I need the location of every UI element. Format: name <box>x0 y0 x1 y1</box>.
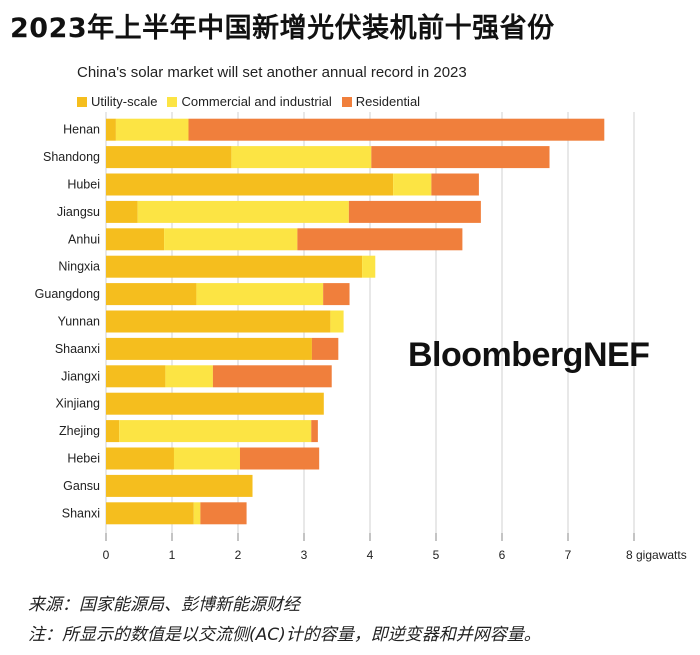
bar-segment <box>231 146 372 169</box>
source-note: 来源：国家能源局、彭博新能源财经 <box>28 595 300 615</box>
bar-segment <box>106 337 312 360</box>
category-label: Hebei <box>67 452 100 466</box>
legend-label-commercial: Commercial and industrial <box>181 94 332 109</box>
bar-segment <box>371 146 550 169</box>
bar-segment <box>311 420 318 443</box>
chart-title: China's solar market will set another an… <box>77 64 467 81</box>
bar-segment <box>106 173 394 196</box>
brand-watermark: BloombergNEF <box>408 336 650 374</box>
legend-label-utility: Utility-scale <box>91 94 158 109</box>
category-label: Xinjiang <box>56 397 101 411</box>
x-tick-label: 2 <box>235 548 242 562</box>
bar-segment <box>106 146 232 169</box>
legend-swatch-commercial <box>167 96 178 107</box>
bar-segment <box>106 118 116 141</box>
bar-segment <box>212 365 332 388</box>
category-label: Guangdong <box>35 287 100 301</box>
legend-swatch-utility <box>77 96 87 107</box>
footnote: 注：所显示的数值是以交流侧(AC)计的容量，即逆变器和并网容量。 <box>28 625 541 645</box>
bar-segment <box>362 255 376 278</box>
x-axis-unit-label: 8 gigawatts <box>626 548 687 562</box>
category-label: Jiangxi <box>61 369 100 383</box>
bar-segment <box>173 447 240 470</box>
bar-segment <box>119 420 312 443</box>
bar-segment <box>239 447 320 470</box>
category-label: Ningxia <box>58 260 100 274</box>
bar-segment <box>137 200 349 223</box>
bar-segment <box>311 337 339 360</box>
legend-swatch-residential <box>341 96 352 107</box>
bar-segment <box>106 228 165 251</box>
x-tick-label: 0 <box>103 548 110 562</box>
bar-segment <box>106 502 194 525</box>
category-label: Yunnan <box>58 315 100 329</box>
bar-segment <box>188 118 605 141</box>
x-tick-label: 6 <box>499 548 506 562</box>
legend-item-residential: Residential <box>341 94 421 109</box>
legend-label-residential: Residential <box>355 94 421 109</box>
legend-item-commercial: Commercial and industrial <box>167 94 332 109</box>
bar-segment <box>106 255 363 278</box>
category-label: Henan <box>63 123 100 137</box>
bar-segment <box>165 365 213 388</box>
bar-segment <box>323 283 350 306</box>
bar-segment <box>106 420 120 443</box>
bar-segment <box>196 283 324 306</box>
bar-segment <box>106 283 197 306</box>
category-label: Hubei <box>67 178 100 192</box>
x-tick-label: 4 <box>367 548 374 562</box>
category-label: Shanxi <box>62 506 100 520</box>
bar-segment <box>106 447 174 470</box>
bar-segment <box>106 365 166 388</box>
bar-segment <box>393 173 432 196</box>
legend-item-utility: Utility-scale <box>77 94 157 109</box>
bar-segment <box>106 200 138 223</box>
x-tick-label: 1 <box>169 548 176 562</box>
category-label: Shandong <box>43 150 100 164</box>
category-label: Anhui <box>68 232 100 246</box>
bar-segment <box>330 310 344 333</box>
bar-segment <box>200 502 247 525</box>
category-label: Shaanxi <box>55 342 100 356</box>
bar-segment <box>431 173 479 196</box>
bar-segment <box>297 228 463 251</box>
category-label: Zhejing <box>59 424 100 438</box>
category-label: Gansu <box>63 479 100 493</box>
bar-segment <box>348 200 481 223</box>
category-label: Jiangsu <box>57 205 100 219</box>
bar-segment <box>106 474 253 497</box>
x-tick-label: 5 <box>433 548 440 562</box>
bar-segment <box>106 310 331 333</box>
x-tick-label: 7 <box>565 548 572 562</box>
x-tick-label: 3 <box>301 548 308 562</box>
bar-segment <box>193 502 201 525</box>
bar-segment <box>106 392 324 415</box>
chart-legend: Utility-scale Commercial and industrial … <box>77 94 420 109</box>
bar-segment <box>115 118 189 141</box>
headline: 2023年上半年中国新增光伏装机前十强省份 <box>10 13 555 44</box>
bar-segment <box>164 228 298 251</box>
